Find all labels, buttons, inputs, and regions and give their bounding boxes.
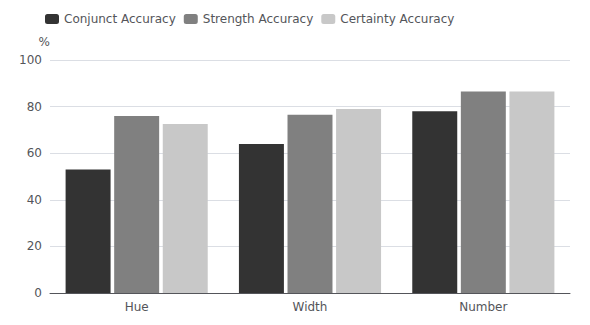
svg-text:Strength Accuracy: Strength Accuracy	[203, 12, 314, 26]
svg-text:Number: Number	[459, 300, 507, 314]
svg-text:Width: Width	[293, 300, 328, 314]
svg-text:Conjunct Accuracy: Conjunct Accuracy	[64, 12, 176, 26]
svg-text:80: 80	[27, 100, 42, 114]
svg-text:%: %	[39, 35, 50, 49]
svg-text:60: 60	[27, 146, 42, 160]
svg-text:Hue: Hue	[125, 300, 149, 314]
svg-text:Certainty Accuracy: Certainty Accuracy	[340, 12, 454, 26]
svg-text:100: 100	[19, 53, 42, 67]
svg-text:0: 0	[34, 286, 42, 300]
svg-text:40: 40	[27, 193, 42, 207]
svg-text:20: 20	[27, 239, 42, 253]
